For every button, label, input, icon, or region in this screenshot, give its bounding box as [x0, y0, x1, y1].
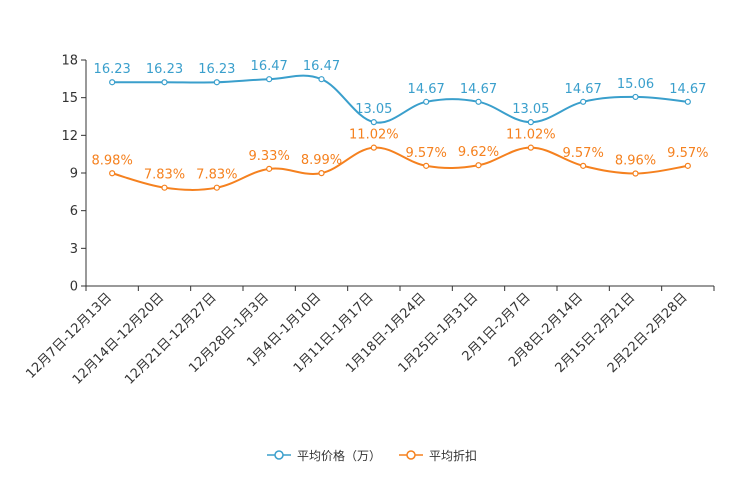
price-point: [370, 119, 377, 126]
discount-point: [580, 162, 587, 169]
price-data-label: 13.05: [512, 102, 549, 117]
legend-marker-discount-icon: [399, 450, 423, 460]
discount-point: [213, 184, 220, 191]
price-point: [684, 98, 691, 105]
discount-point: [527, 144, 534, 151]
discount-point: [370, 144, 377, 151]
price-data-label: 14.67: [460, 82, 497, 97]
discount-data-label: 9.57%: [406, 146, 447, 161]
legend-marker-price-icon: [266, 450, 291, 460]
discount-point: [423, 162, 430, 169]
line-chart: 0 3 6 9 12 15 18 12月7日-12月13日12月14日-12月20日12月21…: [23, 54, 715, 388]
discount-point: [266, 165, 273, 172]
price-data-label: 16.47: [251, 59, 288, 74]
discount-data-label: 8.99%: [301, 153, 342, 168]
y-tick-label: 3: [70, 242, 78, 257]
discount-point: [475, 162, 482, 169]
price-point: [580, 98, 587, 105]
price-data-label: 16.23: [146, 62, 183, 77]
discount-data-label: 9.57%: [563, 146, 604, 161]
discount-data-label: 9.57%: [667, 146, 708, 161]
discount-data-label: 9.33%: [249, 149, 290, 164]
price-point: [527, 119, 534, 126]
price-point: [266, 76, 273, 83]
price-data-label: 13.05: [355, 102, 392, 117]
y-tick-label: 6: [70, 204, 78, 219]
price-data-label: 14.67: [669, 82, 706, 97]
price-point: [423, 98, 430, 105]
price-point: [475, 98, 482, 105]
x-tick-label: 12月7日-12月13日: [23, 290, 115, 382]
x-tick-label: 12月14日-12月20日: [70, 290, 167, 387]
data-labels: 16.23 16.23 16.23 16.47 16.47 13.05 14.67 14.67…: [92, 59, 709, 182]
price-data-label: 14.67: [408, 82, 445, 97]
price-data-label: 16.23: [198, 62, 235, 77]
discount-point: [109, 170, 116, 177]
discount-point: [632, 170, 639, 177]
price-series-line: [112, 74, 688, 124]
discount-series-line: [111, 146, 688, 191]
discount-point: [684, 162, 691, 169]
price-data-label: 16.23: [94, 62, 131, 77]
discount-data-label: 8.98%: [92, 153, 133, 168]
y-tick-label: 12: [61, 129, 78, 144]
y-tick-label: 9: [70, 167, 78, 182]
series-lines: [109, 74, 691, 191]
discount-data-label: 8.96%: [615, 154, 656, 169]
legend-item-discount[interactable]: 平均折扣: [399, 447, 477, 464]
discount-data-label: 11.02%: [506, 128, 556, 143]
price-point: [318, 76, 325, 83]
discount-data-label: 7.83%: [144, 168, 185, 183]
discount-point: [161, 184, 168, 191]
discount-point: [318, 170, 325, 177]
y-tick-label: 15: [61, 91, 78, 106]
legend: 平均价格（万） 平均折扣: [0, 444, 744, 466]
x-tick-label: 12月21日-12月27日: [122, 290, 219, 387]
price-point: [161, 79, 168, 86]
legend-item-price[interactable]: 平均价格（万）: [266, 447, 381, 464]
price-point: [213, 79, 220, 86]
discount-data-label: 11.02%: [349, 128, 399, 143]
price-data-label: 14.67: [565, 82, 602, 97]
discount-data-label: 9.62%: [458, 145, 499, 160]
price-data-label: 15.06: [617, 77, 654, 92]
price-point: [109, 79, 116, 86]
legend-label-price: 平均价格（万）: [296, 448, 381, 463]
discount-data-label: 7.83%: [196, 168, 237, 183]
price-data-label: 16.47: [303, 59, 340, 74]
price-point: [632, 93, 639, 101]
y-tick-label: 18: [61, 54, 78, 69]
y-tick-label: 0: [70, 280, 78, 295]
legend-label-discount: 平均折扣: [429, 448, 478, 463]
